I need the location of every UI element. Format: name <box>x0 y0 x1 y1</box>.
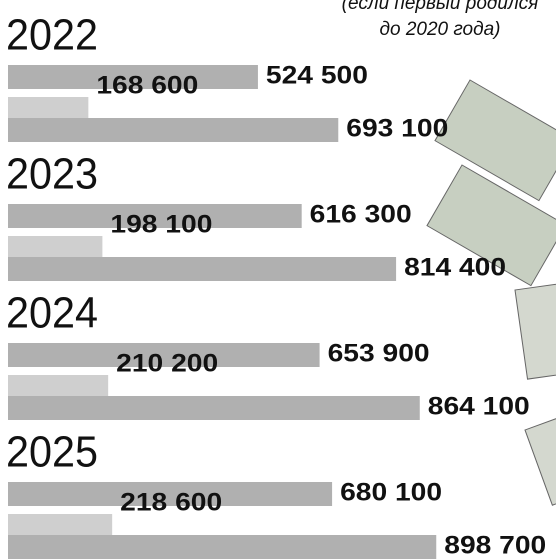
chart: (если первый родился до 2020 года) 2022 5… <box>0 0 556 560</box>
value-label: 653 900 <box>328 340 430 368</box>
bar <box>8 236 102 257</box>
value-label: 168 600 <box>96 72 198 100</box>
value-label: 198 100 <box>110 211 212 239</box>
value-label: 210 200 <box>116 350 218 378</box>
year-label: 2023 <box>6 150 98 199</box>
bar <box>8 257 396 281</box>
value-label: 218 600 <box>120 489 222 517</box>
value-label: 524 500 <box>266 62 368 90</box>
value-label: 898 700 <box>444 532 546 560</box>
annotation: (если первый родился <box>342 0 539 14</box>
value-label: 616 300 <box>310 201 412 229</box>
value-label: 693 100 <box>346 115 448 143</box>
value-label: 680 100 <box>340 479 442 507</box>
bar <box>8 514 112 535</box>
year-label: 2024 <box>6 289 98 338</box>
annotation: до 2020 года) <box>379 19 500 40</box>
bar <box>8 118 338 142</box>
banknote-decoration <box>427 80 556 505</box>
bar <box>8 375 108 396</box>
value-label: 814 400 <box>404 254 506 282</box>
value-label: 864 100 <box>428 393 530 421</box>
bar <box>8 535 436 559</box>
year-label: 2025 <box>6 428 98 477</box>
year-label: 2022 <box>6 11 98 60</box>
bar <box>8 396 420 420</box>
bar <box>8 97 88 118</box>
